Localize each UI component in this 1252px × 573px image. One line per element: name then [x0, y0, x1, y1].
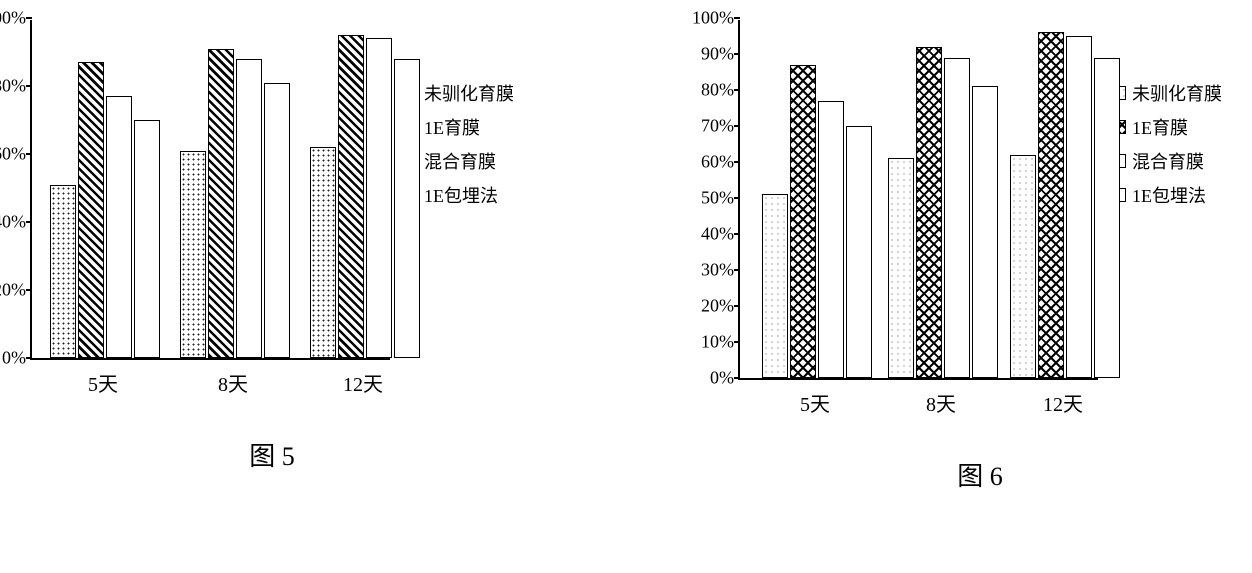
legend-label: 混合育膜 [424, 148, 496, 174]
legend-item: 未驯化育膜 [1108, 80, 1222, 106]
y-tick-mark [26, 357, 32, 359]
bar [1094, 58, 1120, 378]
bar [394, 59, 420, 358]
y-tick-mark [734, 377, 740, 379]
y-tick-mark [734, 197, 740, 199]
bar [208, 49, 234, 358]
figure-5-plot-area: 0%20%40%60%80%100% [30, 20, 390, 360]
legend-label: 混合育膜 [1132, 148, 1204, 174]
figure-6-plot-area: 0%10%20%30%40%50%60%70%80%90%100% [738, 20, 1098, 380]
bar [78, 62, 104, 358]
y-tick-mark [734, 269, 740, 271]
bar [264, 83, 290, 358]
y-tick-mark [26, 221, 32, 223]
figure-6-chart: 0%10%20%30%40%50%60%70%80%90%100% 5天 8天 12… [738, 20, 1098, 416]
legend-label: 1E育膜 [424, 114, 480, 140]
bar [888, 158, 914, 378]
bar [944, 58, 970, 378]
legend-label: 未驯化育膜 [424, 80, 514, 106]
bar [180, 151, 206, 358]
figure-6-panel: 0%10%20%30%40%50%60%70%80%90%100% 5天 8天 12… [738, 20, 1222, 553]
figure-5-caption: 图 5 [249, 436, 295, 473]
x-tick-label: 12天 [1043, 388, 1083, 417]
figure-6-x-axis: 5天 8天 12天 [738, 380, 1098, 416]
bar-group [762, 65, 872, 378]
bar-group [888, 47, 998, 378]
y-tick-label: 100% [692, 8, 740, 29]
bar [818, 101, 844, 378]
x-tick-label: 5天 [800, 388, 830, 417]
bar [972, 86, 998, 378]
bar [310, 147, 336, 358]
y-tick-mark [26, 153, 32, 155]
bar [50, 185, 76, 358]
bar [236, 59, 262, 358]
bar [338, 35, 364, 358]
bar-group [180, 49, 290, 358]
y-tick-mark [26, 17, 32, 19]
figure-5-panel: 0%20%40%60%80%100% 5天 8天 12天 未驯化育膜 1E育膜混合育膜… [30, 20, 514, 553]
y-tick-mark [26, 289, 32, 291]
figure-6-chart-wrap: 0%10%20%30%40%50%60%70%80%90%100% 5天 8天 12… [738, 20, 1222, 416]
x-tick-label: 8天 [926, 388, 956, 417]
y-tick-mark [734, 17, 740, 19]
legend-label: 1E包埋法 [424, 182, 498, 208]
bar-group [50, 62, 160, 358]
bar [1010, 155, 1036, 378]
x-tick-label: 12天 [343, 368, 383, 397]
bar [134, 120, 160, 358]
legend-item: 1E育膜 [1108, 114, 1222, 140]
y-tick-mark [26, 85, 32, 87]
bar [762, 194, 788, 378]
y-tick-mark [734, 233, 740, 235]
figure-5-chart-wrap: 0%20%40%60%80%100% 5天 8天 12天 未驯化育膜 1E育膜混合育膜… [30, 20, 514, 396]
bar [366, 38, 392, 358]
x-tick-label: 8天 [218, 368, 248, 397]
y-tick-mark [734, 89, 740, 91]
figure-5-chart: 0%20%40%60%80%100% 5天 8天 12天 [30, 20, 390, 396]
figure-5-x-axis: 5天 8天 12天 [30, 360, 390, 396]
figure-6-caption: 图 6 [957, 456, 1003, 493]
figure-6-legend: 未驯化育膜 1E育膜混合育膜 1E包埋法 [1108, 80, 1222, 208]
bar-group [310, 35, 420, 358]
legend-label: 未驯化育膜 [1132, 80, 1222, 106]
y-tick-mark [734, 161, 740, 163]
bar [1038, 32, 1064, 378]
bar [106, 96, 132, 358]
bar-group [1010, 32, 1120, 378]
y-tick-mark [734, 125, 740, 127]
legend-label: 1E育膜 [1132, 114, 1188, 140]
legend-item: 1E包埋法 [1108, 182, 1222, 208]
y-tick-mark [734, 53, 740, 55]
bar [1066, 36, 1092, 378]
legend-item: 混合育膜 [1108, 148, 1222, 174]
legend-label: 1E包埋法 [1132, 182, 1206, 208]
y-tick-mark [734, 341, 740, 343]
bar [790, 65, 816, 378]
y-tick-mark [734, 305, 740, 307]
bar [916, 47, 942, 378]
x-tick-label: 5天 [88, 368, 118, 397]
bar [846, 126, 872, 378]
